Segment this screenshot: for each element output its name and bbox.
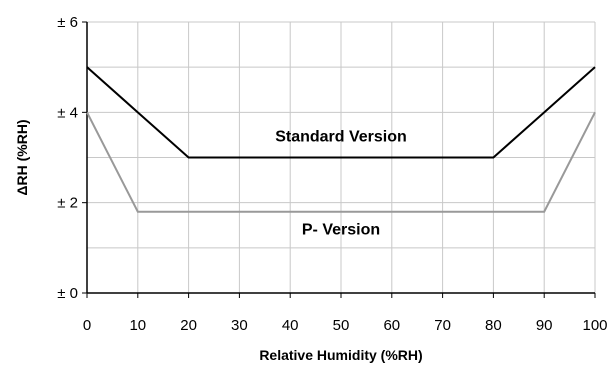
x-tick-label: 10 xyxy=(129,317,146,334)
x-axis-title: Relative Humidity (%RH) xyxy=(259,347,422,363)
x-tick-label: 50 xyxy=(333,317,350,334)
x-tick-label: 70 xyxy=(434,317,451,334)
x-tick-label: 20 xyxy=(180,317,197,334)
series-label: P- Version xyxy=(302,221,380,238)
x-tick-label: 30 xyxy=(231,317,248,334)
x-tick-label: 90 xyxy=(536,317,553,334)
x-tick-label: 80 xyxy=(485,317,502,334)
series-label: Standard Version xyxy=(275,129,407,146)
tick-layer: 0 10 20 30 40 50 60 70 80 90 100 ± 0 ± 2 ± 4 ± 6 xyxy=(57,14,607,334)
annotation-layer: Standard Version P- Version xyxy=(275,129,407,239)
series-line-1 xyxy=(86,111,596,213)
y-tick-label: ± 2 xyxy=(57,195,78,212)
series-line-0 xyxy=(86,66,596,159)
y-tick-label: ± 4 xyxy=(57,104,78,121)
y-tick-label: ± 0 xyxy=(57,285,78,302)
y-axis-title: ΔRH (%RH) xyxy=(14,119,30,195)
x-tick-label: 0 xyxy=(83,317,91,334)
series-layer xyxy=(86,66,596,213)
y-tick-label: ± 6 xyxy=(57,14,78,31)
x-tick-label: 40 xyxy=(282,317,299,334)
x-tick-label: 100 xyxy=(582,317,607,334)
x-tick-label: 60 xyxy=(383,317,400,334)
